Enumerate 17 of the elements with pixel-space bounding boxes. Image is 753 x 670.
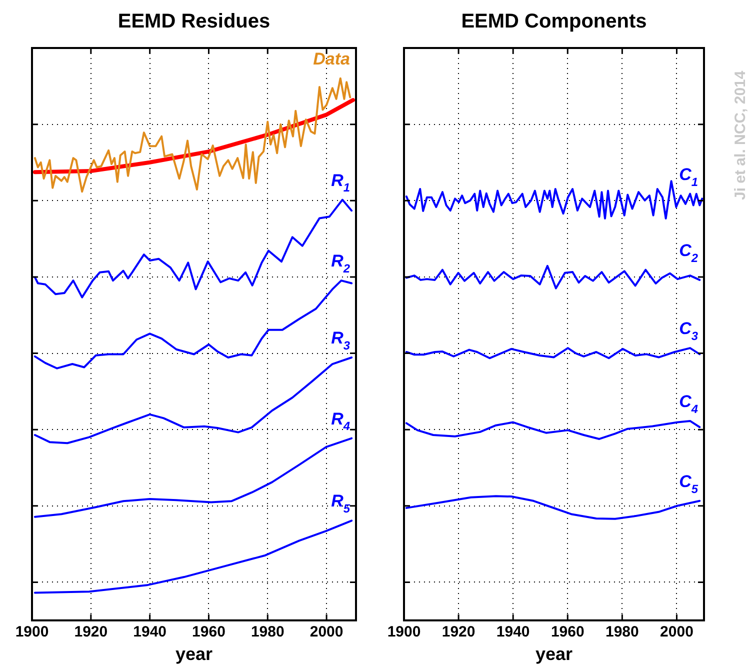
series-label: Data	[313, 49, 350, 68]
chart-title: EEMD Components	[461, 10, 647, 33]
x-tick-label: 1920	[442, 624, 476, 641]
x-tick-label: 2000	[310, 624, 344, 641]
x-tick-label: 1920	[74, 624, 108, 641]
x-tick-label: 1900	[15, 624, 49, 641]
x-axis-title: year	[175, 644, 213, 664]
x-tick-label: 1980	[605, 624, 639, 641]
x-tick-label: 1980	[250, 624, 284, 641]
x-tick-label: 1900	[387, 624, 421, 641]
x-tick-label: 1940	[133, 624, 167, 641]
x-tick-label: 1960	[550, 624, 584, 641]
x-axis-title: year	[535, 644, 573, 664]
x-tick-label: 1940	[496, 624, 530, 641]
x-tick-label: 1960	[192, 624, 226, 641]
chart-title: EEMD Residues	[118, 10, 270, 33]
x-tick-label: 2000	[660, 624, 694, 641]
